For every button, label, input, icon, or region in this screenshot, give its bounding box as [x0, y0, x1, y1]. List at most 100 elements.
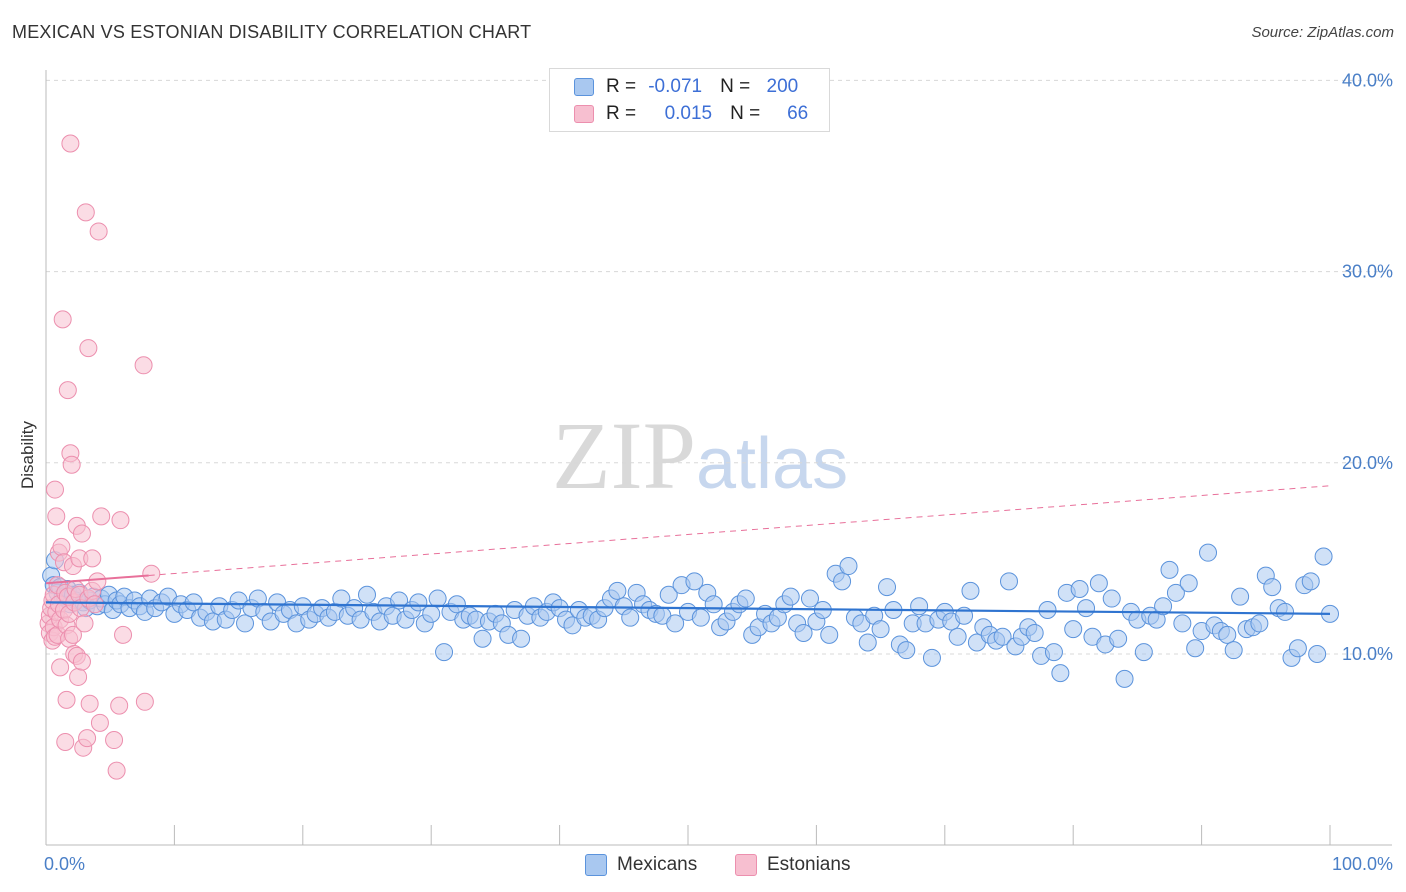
mexicans-point [1070, 579, 1089, 598]
mexicans-point [1102, 589, 1121, 608]
mexicans-point [1089, 574, 1108, 593]
mexicans-point [1218, 625, 1237, 644]
estonians-point [63, 625, 82, 644]
mexicans-point [1044, 643, 1063, 662]
mexicans-point [897, 641, 916, 660]
mexicans-point [1276, 602, 1295, 621]
legend-row-estonians: R = 0.015 N = 66 [574, 102, 808, 126]
mexicans-point [794, 623, 813, 642]
estonians-point [57, 690, 76, 709]
estonians-point [53, 310, 72, 329]
mexicans-point [781, 587, 800, 606]
estonians-point [72, 524, 91, 543]
mexicans-point [858, 633, 877, 652]
source-label: Source: ZipAtlas.com [1251, 24, 1394, 41]
estonians-point [69, 667, 88, 686]
bottom-legend-estonians: Estonians [735, 852, 850, 878]
estonians-point [111, 511, 130, 530]
estonians-n-value: 66 [787, 103, 809, 124]
mexicans-point [1263, 578, 1282, 597]
bottom-mexicans-swatch [585, 854, 607, 876]
mexicans-point [1173, 614, 1192, 633]
estonians-point [72, 652, 91, 671]
estonians-point [61, 134, 80, 153]
mexicans-swatch [574, 78, 594, 96]
y-tick-label: 30.0% [1342, 262, 1393, 282]
y-tick-label: 40.0% [1342, 70, 1393, 90]
mexicans-point [1000, 572, 1018, 591]
mexicans-point [428, 589, 447, 608]
estonians-trend-line-dashed [148, 485, 1331, 576]
mexicans-point [659, 585, 678, 604]
mexicans-point [1109, 629, 1128, 648]
mexicans-point [422, 604, 441, 623]
estonians-point [62, 455, 81, 474]
y-tick-label: 10.0% [1342, 644, 1393, 664]
watermark-atlas: atlas [696, 424, 849, 504]
mexicans-n-label: N = [720, 76, 751, 97]
mexicans-point [800, 589, 819, 608]
estonians-point [105, 731, 124, 750]
estonians-point [56, 732, 75, 751]
mexicans-point [1077, 599, 1096, 618]
mexicans-point [691, 608, 710, 627]
estonians-swatch [574, 105, 594, 123]
estonians-point [79, 339, 98, 358]
mexicans-point [736, 589, 755, 608]
estonians-points [39, 134, 161, 780]
estonians-point [75, 614, 94, 633]
estonians-point [135, 692, 154, 711]
estonians-r-value: 0.015 [664, 103, 713, 124]
mexicans-point [1115, 669, 1134, 688]
estonians-point [83, 549, 102, 568]
mexicans-point [1025, 623, 1044, 642]
mexicans-point [1231, 587, 1250, 606]
estonians-point [134, 356, 153, 375]
mexicans-point [1179, 574, 1198, 593]
estonians-point [107, 761, 126, 780]
mexicans-point [666, 614, 685, 633]
y-tick-label: 20.0% [1342, 453, 1393, 473]
trend-lines [45, 485, 1331, 615]
estonians-point [78, 729, 97, 748]
x-tick-label: 100.0% [1332, 854, 1393, 874]
mexicans-point [1160, 560, 1179, 579]
mexicans-point [704, 595, 723, 614]
mexicans-point [512, 629, 531, 648]
mexicans-point [608, 581, 627, 600]
estonians-point [110, 696, 129, 715]
chart-title: MEXICAN VS ESTONIAN DISABILITY CORRELATI… [12, 22, 532, 42]
estonians-point [47, 507, 66, 526]
mexicans-point [948, 627, 967, 646]
bottom-mexicans-label: Mexicans [617, 854, 698, 875]
mexicans-r-value: -0.071 [648, 76, 703, 97]
mexicans-point [839, 557, 858, 576]
mexicans-point [1051, 664, 1070, 683]
estonians-point [90, 713, 109, 732]
tick-labels: 10.0% 20.0% 30.0% 40.0% 0.0% 100.0% [44, 70, 1393, 874]
estonians-point [89, 222, 108, 241]
axes [45, 70, 1392, 846]
watermark-zip: ZIP [552, 402, 696, 509]
estonians-n-label: N = [730, 103, 761, 124]
mexicans-point [878, 578, 897, 597]
mexicans-point [447, 595, 466, 614]
mexicans-point [621, 608, 640, 627]
estonians-trend-line-solid [45, 574, 149, 585]
mexicans-point [1064, 620, 1083, 639]
estonians-point [114, 625, 133, 644]
estonians-point [52, 537, 71, 556]
mexicans-point [1301, 572, 1320, 591]
estonians-point [80, 694, 99, 713]
mexicans-point [1134, 643, 1153, 662]
watermark: ZIPatlas [552, 400, 848, 511]
mexicans-point [236, 614, 255, 633]
estonians-point [85, 595, 104, 614]
mexicans-point [1314, 547, 1333, 566]
estonians-point [58, 381, 77, 400]
mexicans-point [910, 597, 929, 616]
mexicans-point [473, 629, 492, 648]
mexicans-points [42, 543, 1339, 688]
bottom-legend-mexicans: Mexicans [585, 852, 697, 878]
